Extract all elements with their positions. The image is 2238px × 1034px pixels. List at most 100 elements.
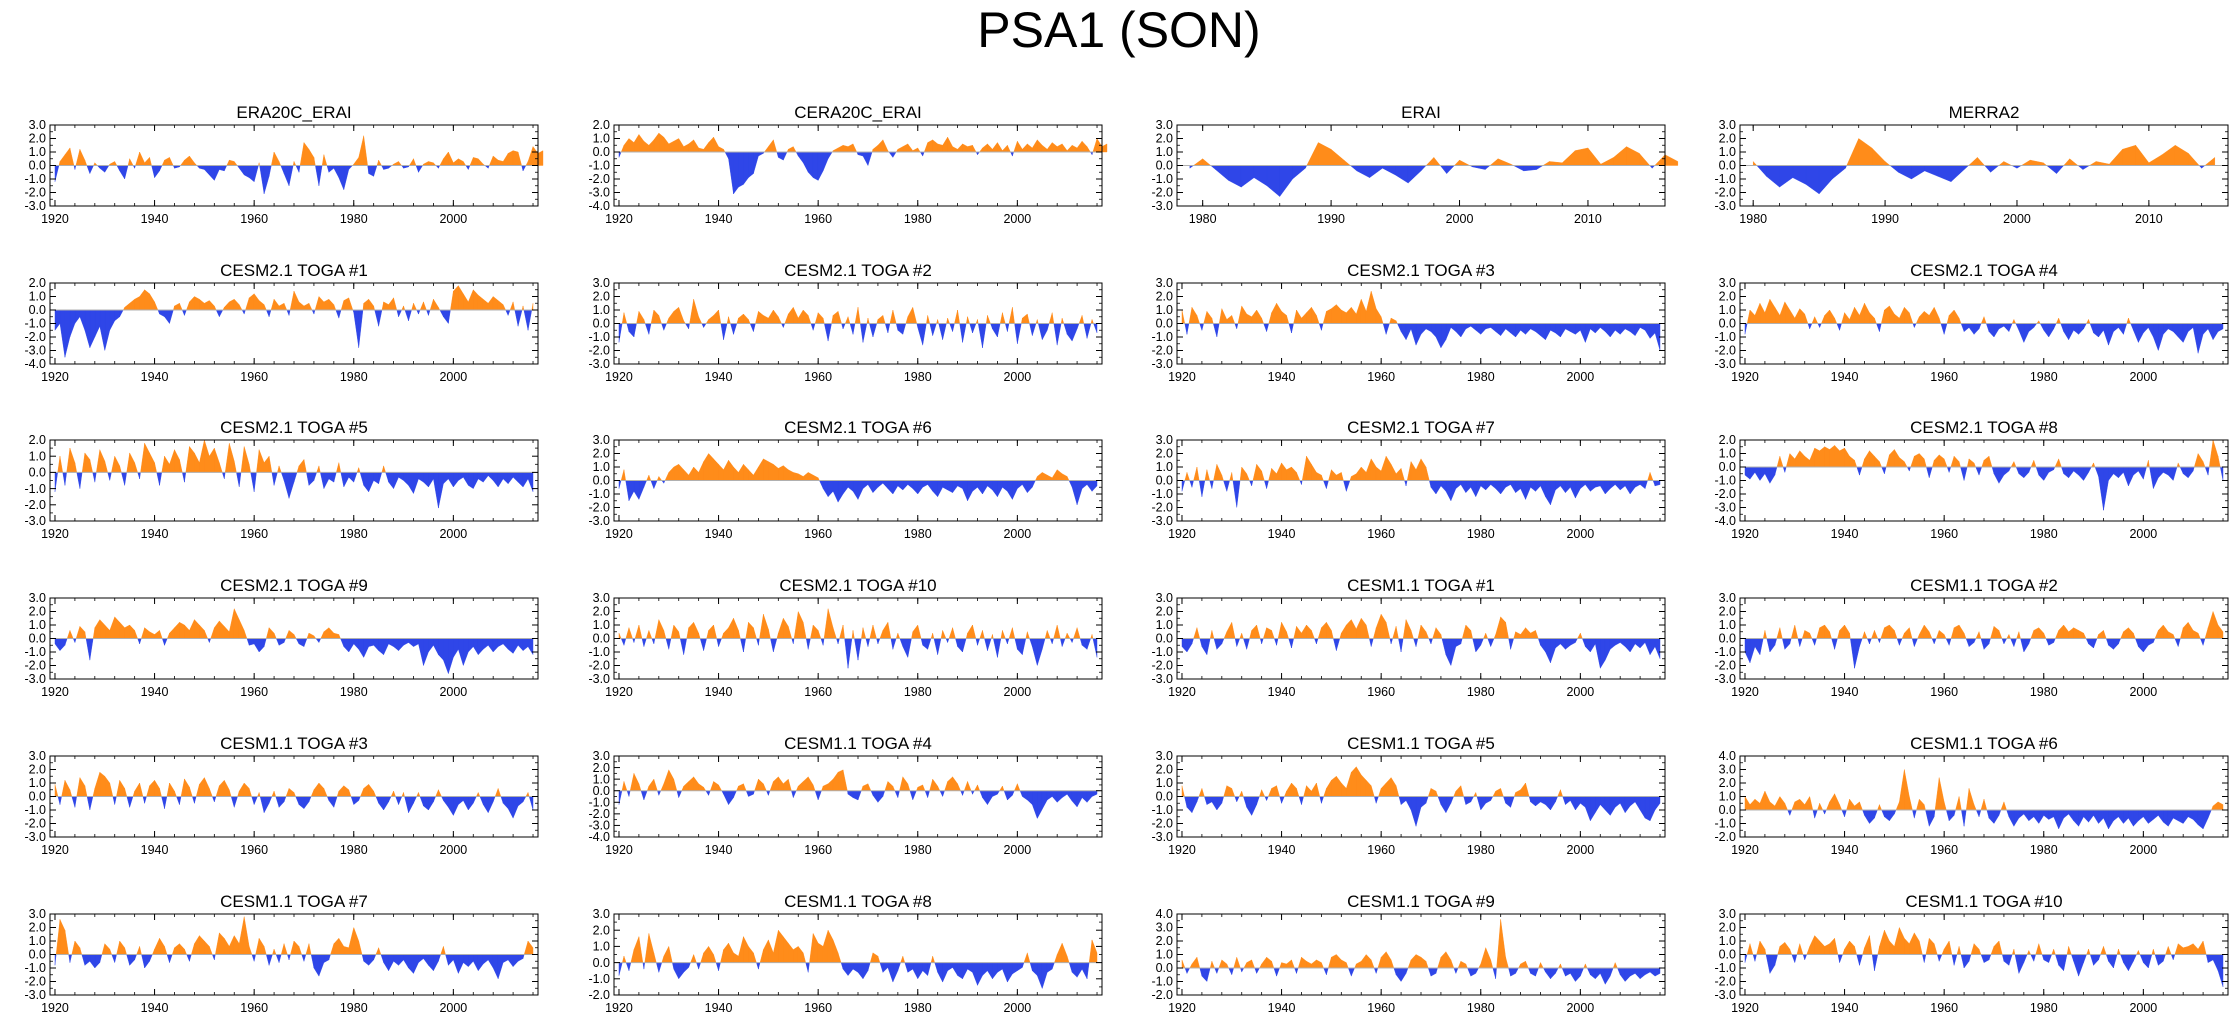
y-tick-label: 0.0 [29, 632, 46, 646]
y-tick-label: -3.0 [24, 514, 46, 528]
y-tick-label: -2.0 [588, 501, 610, 515]
x-tick-label: 2000 [1003, 527, 1031, 541]
y-tick-label: -1.0 [1151, 975, 1173, 989]
y-tick-label: 2.0 [1156, 763, 1173, 777]
x-tick-label: 2000 [2129, 843, 2157, 857]
x-tick-label: 2000 [439, 527, 467, 541]
positive-area [1184, 455, 1654, 481]
y-tick-label: 0.0 [1719, 317, 1736, 331]
y-tick-label: 1.0 [1719, 145, 1736, 159]
y-tick-label: 1.0 [29, 934, 46, 948]
x-tick-label: 1920 [41, 685, 69, 699]
y-tick-label: -3.0 [1151, 357, 1173, 371]
x-tick-label: 1920 [41, 1001, 69, 1015]
positive-area [57, 439, 386, 473]
negative-area [54, 165, 527, 194]
negative-area [57, 796, 534, 819]
x-tick-label: 1990 [1871, 212, 1899, 226]
panel-title: CESM2.1 TOGA #10 [779, 576, 936, 595]
y-tick-label: -1.0 [588, 330, 610, 344]
x-tick-label: 1980 [340, 370, 368, 384]
negative-area [618, 962, 1090, 989]
y-tick-label: 2.0 [1156, 132, 1173, 146]
plot-area: CESM2.1 TOGA #8 2.01.00.0-1.0-2.0-3.0-4.0… [1714, 418, 2229, 541]
panel-svg: CESM1.1 TOGA #10 3.02.01.00.0-1.0-2.0-3.0… [1714, 892, 2229, 1015]
x-tick-label: 1960 [804, 527, 832, 541]
y-tick-label: -3.0 [1151, 199, 1173, 213]
y-tick-label: 0.0 [1156, 790, 1173, 804]
x-tick-label: 1940 [1831, 685, 1859, 699]
plot-area: CESM2.1 TOGA #43.02.01.00.0-1.0-2.0-3.01… [1714, 261, 2229, 384]
panel-svg: CESM2.1 TOGA #93.02.01.00.0-1.0-2.0-3.01… [24, 576, 539, 699]
panel-5: CESM2.1 TOGA #1 2.0 1.0 0.0 -1.0 -2.0 -3.0 -4.0… [0, 253, 548, 394]
y-tick-label: 0.0 [29, 303, 46, 317]
x-tick-label: 1920 [1168, 370, 1196, 384]
x-tick-label: 2000 [439, 685, 467, 699]
x-tick-label: 1920 [1168, 527, 1196, 541]
panel-svg: CESM2.1 TOGA #43.02.01.00.0-1.0-2.0-3.01… [1714, 261, 2229, 384]
y-tick-label: 1.0 [1156, 145, 1173, 159]
y-tick-label: 3.0 [593, 749, 610, 763]
panel-title: CESM2.1 TOGA #7 [1347, 418, 1495, 437]
x-tick-label: 1940 [1268, 843, 1296, 857]
x-tick-label: 2000 [2129, 527, 2157, 541]
x-tick-label: 1960 [240, 527, 268, 541]
x-tick-label: 2000 [439, 843, 467, 857]
y-tick-label: 2.0 [1156, 934, 1173, 948]
y-tick-label: 3.0 [1156, 749, 1173, 763]
x-tick-label: 1960 [1367, 685, 1395, 699]
y-tick-label: 3.0 [29, 591, 46, 605]
negative-area [1184, 796, 1661, 827]
x-tick-label: 1920 [605, 370, 633, 384]
panel-21: CESM1.1 TOGA #7 3.0 2.0 1.0 0.0 -1.0 -2.0 -3.0 1… [0, 884, 548, 1025]
plot-area: CESM2.1 TOGA #93.02.01.00.0-1.0-2.0-3.01… [24, 576, 539, 699]
y-tick-label: 0.0 [1719, 159, 1736, 173]
panel-17: CESM1.1 TOGA #3 3.0 2.0 1.0 0.0 -1.0 -2.0 -3.0 1… [0, 726, 548, 867]
y-tick-label: 3.0 [1719, 591, 1736, 605]
x-tick-label: 1960 [1367, 527, 1395, 541]
x-tick-label: 1940 [141, 370, 169, 384]
y-tick-label: -2.0 [1151, 344, 1173, 358]
positive-area [54, 771, 530, 797]
x-tick-label: 1980 [1467, 527, 1495, 541]
y-tick-label: 0.0 [1719, 803, 1736, 817]
y-tick-label: -1.0 [1714, 330, 1736, 344]
panel-3: ERAI 3.0 2.0 1.0 0.0 -1.0 -2.0 -3.0 1980 1990 2000… [1127, 95, 1679, 236]
panel-title: CESM2.1 TOGA #6 [784, 418, 932, 437]
x-tick-label: 1920 [1168, 843, 1196, 857]
y-tick-label: -3.0 [1714, 357, 1736, 371]
plot-area: CESM1.1 TOGA #13.02.01.00.0-1.0-2.0-3.01… [1151, 576, 1666, 699]
negative-area [620, 638, 1098, 669]
panel-22: CESM1.1 TOGA #8 3.0 2.0 1.0 0.0 -1.0 -2.0 1920 1… [564, 884, 1112, 1025]
x-tick-label: 1980 [2030, 843, 2058, 857]
panel-title: CESM2.1 TOGA #9 [220, 576, 368, 595]
y-tick-label: 2.0 [1719, 290, 1736, 304]
panel-svg: CERA20C_ERAI 2.01.00.0-1.0-2.0-3.0-4.0192… [588, 103, 1108, 226]
panel-svg: ERAI 3.02.01.00.0-1.0-2.0-3.0 1980 1990 2000… [1151, 103, 1679, 226]
x-tick-label: 1960 [240, 212, 268, 226]
y-tick-label: -2.0 [24, 659, 46, 673]
y-tick-label: 2.0 [1719, 921, 1736, 935]
y-tick-label: -3.0 [24, 988, 46, 1002]
y-tick-label: -2.0 [1151, 659, 1173, 673]
panel-13: CESM2.1 TOGA #9 3.0 2.0 1.0 0.0 -1.0 -2.0 -3.0 1… [0, 568, 548, 709]
y-tick-label: 0.0 [1719, 948, 1736, 962]
x-tick-label: 2000 [1566, 1001, 1594, 1015]
y-tick-label: -2.0 [24, 975, 46, 989]
y-tick-label: 1.0 [1719, 447, 1736, 461]
x-tick-label: 2000 [1003, 843, 1031, 857]
negative-area [1756, 165, 2206, 195]
y-tick-label: -1.0 [1714, 961, 1736, 975]
panel-title: CESM1.1 TOGA #2 [1910, 576, 2058, 595]
x-tick-label: 1920 [41, 212, 69, 226]
positive-area [621, 299, 1094, 324]
positive-area [1181, 766, 1563, 797]
y-tick-label: 2.0 [29, 433, 46, 447]
y-tick-label: 1.0 [29, 145, 46, 159]
panel-title: CESM1.1 TOGA #6 [1910, 734, 2058, 753]
y-tick-label: -1.0 [1151, 487, 1173, 501]
x-tick-label: 1960 [1930, 843, 1958, 857]
negative-area [1744, 638, 2206, 669]
y-tick-label: 3.0 [29, 749, 46, 763]
plot-frame [1176, 913, 1666, 996]
